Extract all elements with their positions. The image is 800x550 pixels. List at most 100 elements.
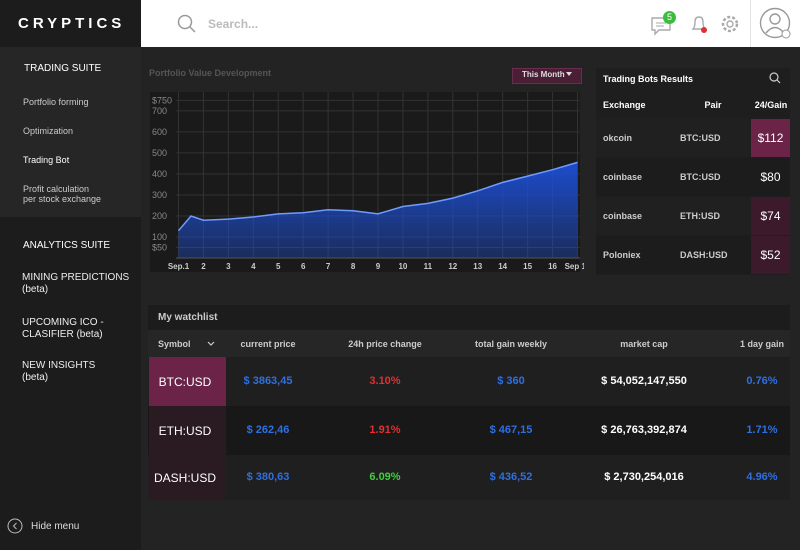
search-icon[interactable] xyxy=(177,14,197,34)
watchlist-cell: 3.10% xyxy=(369,374,401,387)
watchlist-cell: $ 262,46 xyxy=(246,423,290,436)
watchlist-column-header: 1 day gain xyxy=(739,339,784,349)
watchlist-cell: 0.76% xyxy=(746,374,778,387)
x-tick-label: 8 xyxy=(351,262,356,271)
nav-item[interactable]: MINING PREDICTIONS xyxy=(22,272,130,283)
line xyxy=(177,161,578,232)
bots-column-header: Pair xyxy=(704,100,722,110)
chart-title: Portfolio Value Development xyxy=(149,68,272,78)
nav-item[interactable]: Optimization xyxy=(23,126,74,136)
symbol-cell xyxy=(149,406,226,455)
notification-badge: 5 xyxy=(663,11,676,24)
x-tick-label: 3 xyxy=(226,262,231,271)
bots-cell: DASH:USD xyxy=(680,250,728,260)
bots-row xyxy=(596,158,790,196)
x-tick-label: 15 xyxy=(523,262,532,271)
watchlist-column-header[interactable]: Symbol xyxy=(158,339,191,349)
search-input[interactable]: Search... xyxy=(208,17,259,31)
watchlist-cell: $ 360 xyxy=(497,374,525,387)
y-tick-label: 100 xyxy=(152,232,167,242)
bots-cell: ETH:USD xyxy=(680,211,720,221)
hide-menu[interactable]: Hide menu xyxy=(31,521,80,532)
bots-cell: coinbase xyxy=(603,172,643,182)
nav-item[interactable]: (beta) xyxy=(22,284,49,295)
watchlist-column-header: total gain weekly xyxy=(474,339,548,349)
nav-item[interactable]: NEW INSIGHTS xyxy=(22,360,96,371)
x-tick-label: 2 xyxy=(201,262,206,271)
watchlist-cell: $ 54,052,147,550 xyxy=(601,374,687,387)
x-tick-label: Sep.1 xyxy=(168,262,190,271)
settings-icon[interactable] xyxy=(719,13,741,35)
x-tick-label: 16 xyxy=(548,262,557,271)
watchlist-cell: $ 2,730,254,016 xyxy=(604,470,684,483)
watchlist-cell: 6.09% xyxy=(369,470,401,483)
y-tick-label: 300 xyxy=(152,190,167,200)
x-tick-label: 4 xyxy=(251,262,256,271)
watchlist-columns xyxy=(148,330,790,357)
nav-item[interactable]: Trading Bot xyxy=(23,155,70,165)
y-tick-label: 700 xyxy=(152,106,167,116)
y-tick-label: 600 xyxy=(152,127,167,137)
x-tick-label: 9 xyxy=(376,262,381,271)
nav-item[interactable]: CLASIFIER (beta) xyxy=(22,329,103,340)
watchlist-cell: $ 467,15 xyxy=(489,423,533,436)
top-bar xyxy=(141,0,800,47)
watchlist-column-header: market cap xyxy=(620,339,668,349)
symbol-cell xyxy=(149,455,226,500)
x-tick-label: Sep 17 xyxy=(565,262,584,271)
x-tick-label: 10 xyxy=(398,262,407,271)
watchlist-cell: 4.96% xyxy=(746,470,778,483)
gain-cell xyxy=(751,236,790,274)
avatar[interactable] xyxy=(759,7,793,41)
watchlist-header xyxy=(148,305,790,330)
watchlist-column-header: current price xyxy=(240,339,296,349)
y-tick-label: 400 xyxy=(152,169,167,179)
watchlist-cell: 1.91% xyxy=(369,423,401,436)
watchlist-cell: $ 380,63 xyxy=(246,470,290,483)
hide-menu-icon[interactable] xyxy=(7,518,23,534)
range-selector-label[interactable]: This Month xyxy=(522,70,565,79)
dropdown-arrow[interactable] xyxy=(566,71,572,77)
y-tick-label: 500 xyxy=(152,148,167,158)
watchlist-cell: DASH:USD xyxy=(153,470,216,485)
nav-item[interactable]: Profit calculation xyxy=(23,184,90,194)
x-tick-label: 11 xyxy=(424,262,433,271)
watchlist-cell: BTC:USD xyxy=(158,374,212,389)
bell-icon[interactable] xyxy=(688,13,710,35)
watchlist-cell: $ 3863,45 xyxy=(243,374,293,387)
nav-item[interactable]: per stock exchange xyxy=(23,194,102,204)
bots-cell: Poloniex xyxy=(603,250,641,260)
nav-item[interactable]: UPCOMING ICO - xyxy=(22,317,104,328)
nav-item[interactable]: Portfolio forming xyxy=(23,97,89,107)
x-tick-label: 7 xyxy=(326,262,331,271)
bots-cell: BTC:USD xyxy=(680,133,721,143)
gain-value: $52 xyxy=(760,248,781,262)
bots-search-icon[interactable] xyxy=(769,72,781,84)
section-title[interactable]: TRADING SUITE xyxy=(24,63,102,74)
logo[interactable]: CRYPTICS xyxy=(18,15,126,32)
x-tick-label: 14 xyxy=(498,262,507,271)
gain-value: $74 xyxy=(760,209,781,223)
avatar-divider xyxy=(750,0,751,47)
nav-item[interactable]: (beta) xyxy=(22,372,49,383)
range-selector[interactable] xyxy=(512,68,582,84)
sort-arrow[interactable] xyxy=(207,341,215,347)
bots-column-header: 24/Gain xyxy=(754,100,788,110)
watchlist-cell: $ 26,763,392,874 xyxy=(601,423,687,436)
bots-cell: coinbase xyxy=(603,211,643,221)
watchlist-row xyxy=(148,455,790,500)
x-tick-label: 5 xyxy=(276,262,281,271)
y-tick-label: 200 xyxy=(152,211,167,221)
watchlist-column-header: 24h price change xyxy=(348,339,422,349)
gain-value: $112 xyxy=(757,131,784,145)
gain-cell xyxy=(751,119,790,157)
section-title[interactable]: ANALYTICS SUITE xyxy=(23,240,111,251)
watchlist-cell: 1.71% xyxy=(746,423,778,436)
y-tick-label: $50 xyxy=(152,242,167,252)
bots-column-header: Exchange xyxy=(603,100,646,110)
sidebar-trading-band xyxy=(0,47,141,217)
x-tick-label: 13 xyxy=(473,262,482,271)
